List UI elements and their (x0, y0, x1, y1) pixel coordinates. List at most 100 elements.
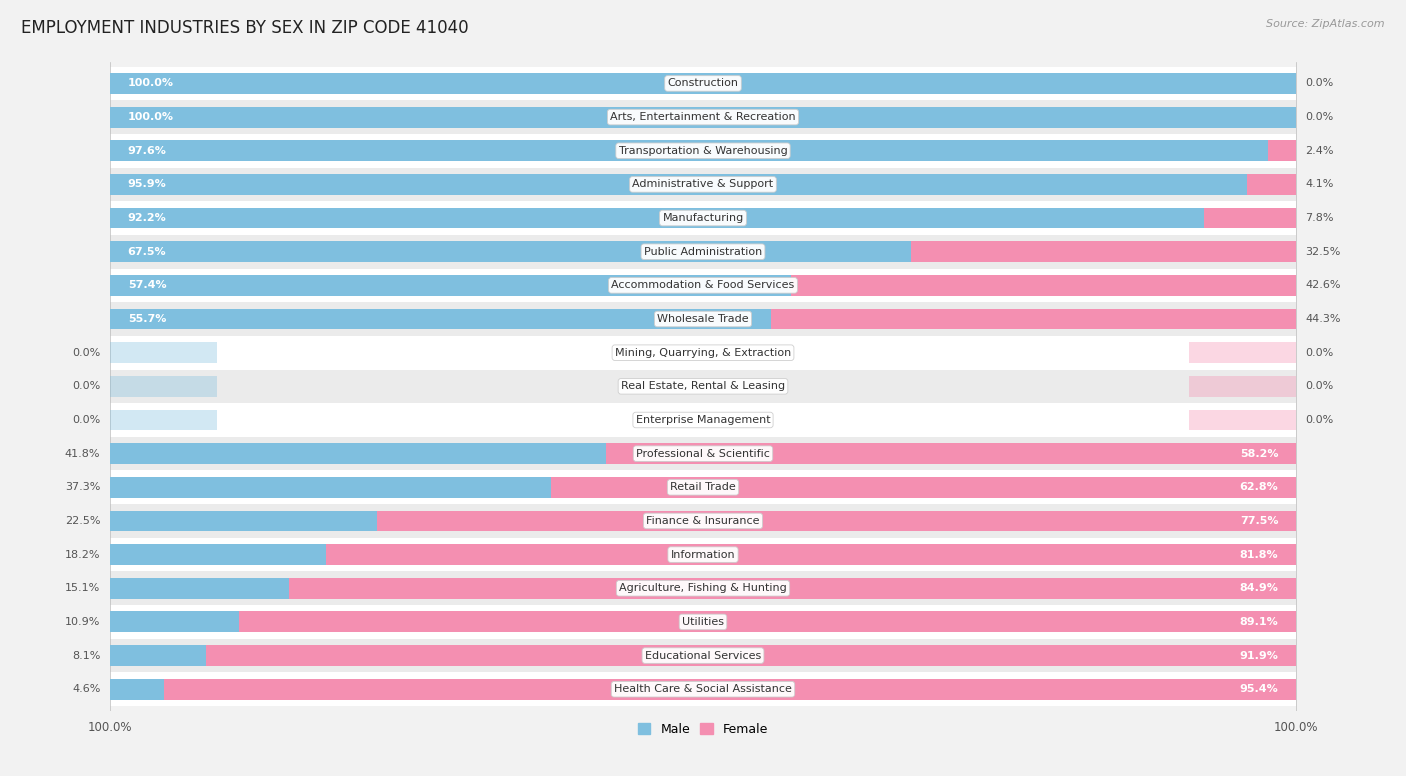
Bar (110, 100, 1296, 134)
Text: Information: Information (671, 549, 735, 559)
Text: 0.0%: 0.0% (1306, 348, 1334, 358)
Text: Enterprise Management: Enterprise Management (636, 415, 770, 425)
Bar (911, 241, 1296, 262)
Text: 77.5%: 77.5% (1240, 516, 1278, 526)
Text: 58.2%: 58.2% (1240, 449, 1278, 459)
Text: 37.3%: 37.3% (65, 483, 100, 492)
Bar (551, 477, 1296, 497)
Text: 67.5%: 67.5% (128, 247, 166, 257)
Text: 57.4%: 57.4% (128, 280, 166, 290)
Bar (110, 336, 1296, 369)
Bar (770, 309, 1296, 330)
Bar (110, 208, 1204, 228)
Bar (110, 268, 1296, 302)
Bar (377, 511, 1296, 532)
Text: Construction: Construction (668, 78, 738, 88)
Bar (1189, 376, 1296, 397)
Text: 0.0%: 0.0% (1306, 112, 1334, 122)
Bar (1189, 73, 1296, 94)
Text: 32.5%: 32.5% (1306, 247, 1341, 257)
Text: 22.5%: 22.5% (65, 516, 100, 526)
Bar (110, 639, 1296, 672)
Bar (110, 134, 1296, 168)
Text: Mining, Quarrying, & Extraction: Mining, Quarrying, & Extraction (614, 348, 792, 358)
Bar (1268, 140, 1296, 161)
Bar (110, 443, 606, 464)
Bar (1189, 342, 1296, 363)
Bar (110, 544, 326, 565)
Bar (1189, 106, 1296, 127)
Bar (110, 605, 1296, 639)
Bar (110, 437, 1296, 470)
Text: 62.8%: 62.8% (1240, 483, 1278, 492)
Text: Wholesale Trade: Wholesale Trade (657, 314, 749, 324)
Bar (110, 106, 1296, 127)
Text: Health Care & Social Assistance: Health Care & Social Assistance (614, 684, 792, 695)
Bar (110, 174, 1247, 195)
Bar (165, 679, 1296, 700)
Text: Source: ZipAtlas.com: Source: ZipAtlas.com (1267, 19, 1385, 29)
Bar (239, 611, 1296, 632)
Bar (110, 679, 165, 700)
Text: 10.9%: 10.9% (65, 617, 100, 627)
Bar (110, 235, 1296, 268)
Text: Transportation & Warehousing: Transportation & Warehousing (619, 146, 787, 156)
Bar (110, 504, 1296, 538)
Text: 4.6%: 4.6% (72, 684, 100, 695)
Text: 44.3%: 44.3% (1306, 314, 1341, 324)
Bar (110, 404, 1296, 437)
Bar (110, 201, 1296, 235)
Text: 8.1%: 8.1% (72, 650, 100, 660)
Text: 15.1%: 15.1% (65, 584, 100, 594)
Text: Professional & Scientific: Professional & Scientific (636, 449, 770, 459)
Text: 84.9%: 84.9% (1240, 584, 1278, 594)
Text: Agriculture, Fishing & Hunting: Agriculture, Fishing & Hunting (619, 584, 787, 594)
Bar (110, 376, 217, 397)
Text: Retail Trade: Retail Trade (671, 483, 735, 492)
Text: 0.0%: 0.0% (1306, 381, 1334, 391)
Text: EMPLOYMENT INDUSTRIES BY SEX IN ZIP CODE 41040: EMPLOYMENT INDUSTRIES BY SEX IN ZIP CODE… (21, 19, 468, 37)
Bar (606, 443, 1296, 464)
Bar (110, 302, 1296, 336)
Bar (110, 73, 1296, 94)
Text: Finance & Insurance: Finance & Insurance (647, 516, 759, 526)
Text: 0.0%: 0.0% (72, 415, 100, 425)
Text: 4.1%: 4.1% (1306, 179, 1334, 189)
Bar (110, 275, 790, 296)
Bar (110, 611, 239, 632)
Bar (110, 67, 1296, 100)
Bar (110, 477, 553, 497)
Text: 0.0%: 0.0% (72, 381, 100, 391)
Bar (110, 410, 217, 431)
Bar (110, 140, 1268, 161)
Bar (110, 672, 1296, 706)
Text: 18.2%: 18.2% (65, 549, 100, 559)
Bar (207, 645, 1296, 666)
Text: 2.4%: 2.4% (1306, 146, 1334, 156)
Bar (110, 241, 911, 262)
Text: 89.1%: 89.1% (1240, 617, 1278, 627)
Bar (110, 645, 207, 666)
Bar (110, 369, 1296, 404)
Bar (110, 511, 377, 532)
Text: 0.0%: 0.0% (1306, 78, 1334, 88)
Text: 7.8%: 7.8% (1306, 213, 1334, 223)
Text: Educational Services: Educational Services (645, 650, 761, 660)
Text: 0.0%: 0.0% (72, 348, 100, 358)
Text: Accommodation & Food Services: Accommodation & Food Services (612, 280, 794, 290)
Bar (110, 309, 770, 330)
Text: 91.9%: 91.9% (1240, 650, 1278, 660)
Text: 95.9%: 95.9% (128, 179, 166, 189)
Bar (1189, 410, 1296, 431)
Text: 42.6%: 42.6% (1306, 280, 1341, 290)
Text: Manufacturing: Manufacturing (662, 213, 744, 223)
Bar (790, 275, 1296, 296)
Text: 81.8%: 81.8% (1240, 549, 1278, 559)
Bar (290, 578, 1296, 599)
Text: Arts, Entertainment & Recreation: Arts, Entertainment & Recreation (610, 112, 796, 122)
Bar (1247, 174, 1296, 195)
Bar (110, 470, 1296, 504)
Bar (110, 538, 1296, 571)
Bar (110, 168, 1296, 201)
Text: 92.2%: 92.2% (128, 213, 166, 223)
